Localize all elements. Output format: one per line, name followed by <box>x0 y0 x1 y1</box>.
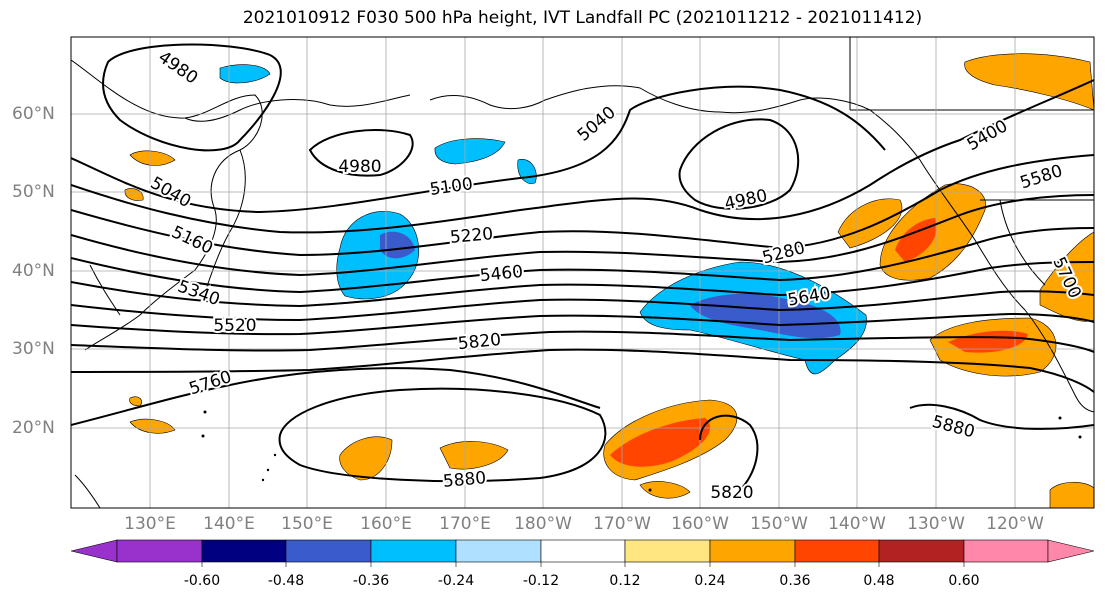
contour-label: 5280 <box>760 238 807 269</box>
graticule <box>71 37 1094 508</box>
contour-label: 4980 <box>338 157 381 177</box>
map-frame <box>70 36 1095 509</box>
colorbar-tick-label: -0.60 <box>183 573 221 589</box>
colorbar-tick-label: -0.12 <box>522 573 560 589</box>
colorbar-tick-label: 0.36 <box>779 573 811 589</box>
lat-label-40n: 40°N <box>12 261 55 281</box>
positive-anomaly-region <box>129 418 176 434</box>
negative-anomaly-region <box>517 159 537 184</box>
colorbar-segment <box>624 539 711 563</box>
contour-label: 5820 <box>710 483 753 503</box>
contour-label: 5400 <box>964 116 1011 155</box>
contour-label: 5520 <box>213 316 256 336</box>
contour-label: 4980 <box>723 186 769 215</box>
positive-anomaly-region <box>837 198 903 249</box>
negative-anomaly-core <box>380 231 415 259</box>
positive-anomaly-region <box>639 481 691 499</box>
lon-label: 170°W <box>593 514 651 534</box>
colorbar-segment <box>201 539 287 563</box>
colorbar-tick-label: -0.36 <box>352 573 390 589</box>
lon-label: 130°E <box>124 514 176 534</box>
colorbar-tick-label: -0.24 <box>437 573 475 589</box>
colorbar-segment <box>285 539 372 563</box>
colorbar-segment <box>963 539 1049 563</box>
contour-label: 5580 <box>1018 161 1065 193</box>
lon-label: 130°W <box>907 514 965 534</box>
positive-anomaly-core <box>948 330 1028 353</box>
colorbar-segment <box>370 539 457 563</box>
colorbar-segment <box>709 539 796 563</box>
contour-label: 5880 <box>442 468 487 492</box>
lon-label: 170°E <box>439 514 491 534</box>
lon-label: 120°W <box>986 514 1044 534</box>
contour-label: 5880 <box>930 412 977 443</box>
contour-label: 5460 <box>479 262 524 286</box>
islands <box>201 410 1082 492</box>
colorbar-tick-label: -0.48 <box>267 573 305 589</box>
negative-anomaly-region <box>434 138 506 165</box>
positive-anomaly-region <box>964 53 1094 111</box>
lon-label: 160°E <box>360 514 412 534</box>
contour-label: 5100 <box>428 174 474 200</box>
negative-anomaly-region <box>219 64 271 84</box>
coastlines <box>71 37 1094 508</box>
contour-label: 5040 <box>574 103 620 146</box>
positive-anomaly-region <box>129 396 142 407</box>
lon-label: 150°E <box>281 514 333 534</box>
contour-label: 5340 <box>175 277 222 311</box>
contour-label: 5220 <box>449 224 494 248</box>
colorbar-segment <box>794 539 880 563</box>
colorbar-extend-left <box>70 539 118 563</box>
lon-label: 150°W <box>750 514 808 534</box>
positive-anomaly-region <box>124 188 144 201</box>
positive-anomaly-region <box>439 441 509 470</box>
lat-label-60n: 60°N <box>12 104 55 124</box>
colorbar-tick-label: 0.48 <box>863 573 895 589</box>
lon-label: 140°W <box>828 514 886 534</box>
colorbar-tick-label: 0.60 <box>948 573 980 589</box>
colorbar-segment <box>878 539 965 563</box>
lon-label: 180°W <box>514 514 572 534</box>
positive-anomaly-region <box>339 436 393 481</box>
colorbar <box>70 539 1095 567</box>
colorbar-segment <box>116 539 203 563</box>
lon-label: 160°W <box>671 514 729 534</box>
contour-label: 5040 <box>147 173 194 212</box>
contour-label: 4980 <box>154 47 201 88</box>
contour-label: 5820 <box>457 330 502 354</box>
colorbar-tick-label: 0.12 <box>609 573 641 589</box>
height-contours <box>71 43 1094 491</box>
colorbar-segment <box>455 539 542 563</box>
negative-anomaly-core <box>690 293 841 339</box>
positive-anomaly-region <box>1039 231 1094 322</box>
colorbar-segment <box>540 539 626 563</box>
positive-anomaly-region <box>1049 481 1094 508</box>
lat-label-50n: 50°N <box>12 182 55 202</box>
map-title: 2021010912 F030 500 hPa height, IVT Land… <box>242 8 923 28</box>
positive-anomaly-region <box>129 150 176 166</box>
positive-anomaly-core <box>610 418 711 467</box>
colorbar-extend-right <box>1047 539 1095 563</box>
lat-label-30n: 30°N <box>12 339 55 359</box>
lat-label-20n: 20°N <box>12 418 55 438</box>
lon-label: 140°E <box>203 514 255 534</box>
colorbar-tick-label: 0.24 <box>694 573 726 589</box>
contour-label: 5160 <box>168 222 216 258</box>
